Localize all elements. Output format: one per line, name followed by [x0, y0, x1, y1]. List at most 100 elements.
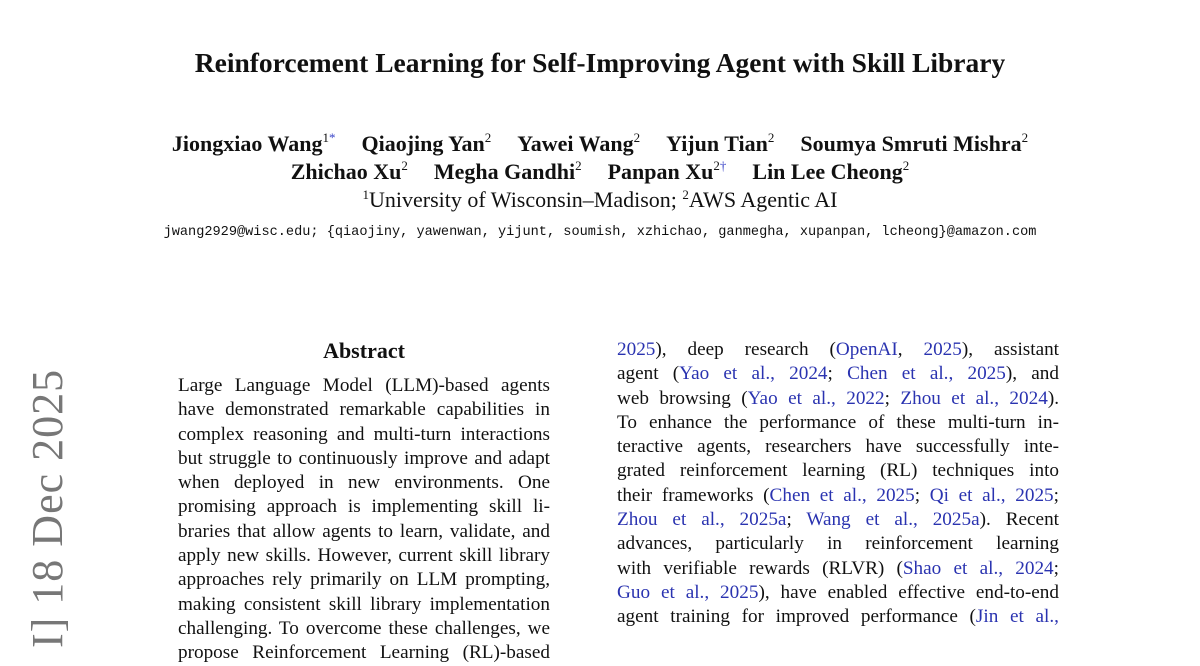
text-span: with verifiable rewards (RLVR) (: [617, 557, 903, 579]
text-line: Zhou et al., 2025a; Wang et al., 2025a).…: [617, 508, 1059, 532]
affiliation-marker: 2: [1021, 130, 1029, 145]
text-span: ). Recent: [979, 509, 1059, 531]
text-span: ), assistant: [961, 339, 1060, 360]
text-span: challenging. To overcome these challenge…: [178, 617, 550, 639]
text-line: but struggle to continuously improve and…: [178, 447, 550, 471]
text-line: To enhance the performance of these mult…: [617, 411, 1059, 435]
author-note-marker[interactable]: †: [719, 158, 727, 173]
text-span: making consistent skill library implemen…: [178, 593, 550, 615]
text-span: approaches rely primarily on LLM prompti…: [178, 569, 550, 591]
affiliation-1: University of Wisconsin–Madison;: [369, 187, 683, 212]
author-list-row-1: Jiongxiao Wang1* Qiaojing Yan2 Yawei Wang2…: [0, 130, 1200, 157]
text-line: apply new skills. However, current skill…: [178, 544, 550, 568]
arxiv-stamp: I] 18 Dec 2025: [23, 368, 72, 648]
author-emails: jwang2929@wisc.edu; {qiaojiny, yawenwan,…: [163, 225, 1037, 240]
affiliation-marker: 2: [401, 158, 408, 173]
text-line: when deployed in new environments. One: [178, 471, 550, 495]
text-span: ;: [1053, 557, 1059, 579]
citation-link[interactable]: Zhou et al., 2024: [900, 387, 1048, 409]
paper-title: Reinforcement Learning for Self-Improvin…: [194, 47, 1006, 78]
affiliation-2: AWS Agentic AI: [688, 187, 838, 212]
text-span: have demonstrated remarkable capabilitie…: [178, 399, 550, 421]
text-line: complex reasoning and multi-turn interac…: [178, 423, 550, 447]
affiliation-marker: 2: [767, 130, 775, 145]
text-line: their frameworks (Chen et al., 2025; Qi …: [617, 484, 1059, 508]
text-line: Large Language Model (LLM)-based agents: [178, 374, 550, 398]
abstract-heading: Abstract: [323, 338, 405, 363]
text-line: Guo et al., 2025), have enabled effectiv…: [617, 581, 1059, 605]
affiliation-marker: 1: [322, 130, 330, 145]
text-line: with verifiable rewards (RLVR) (Shao et …: [617, 557, 1059, 581]
affiliation-marker: 2: [682, 187, 689, 202]
text-span: braries that allow agents to learn, vali…: [178, 520, 550, 542]
text-span: ).: [1047, 387, 1059, 409]
text-span: ), have enabled effective end-to-end: [758, 581, 1059, 603]
text-span: web browsing (: [617, 387, 748, 409]
affiliation-marker: 2: [902, 158, 910, 173]
author-name: Zhichao Xu: [290, 159, 402, 184]
text-span: but struggle to continuously improve and…: [178, 447, 550, 469]
author-list-row-2: Zhichao Xu2 Megha Gandhi2 Panpan Xu2† Lin L…: [0, 158, 1200, 185]
text-span: ,: [897, 339, 924, 360]
text-span: promising approach is implementing skill…: [178, 496, 550, 518]
citation-link[interactable]: Wang et al., 2025a: [806, 509, 980, 531]
citation-link[interactable]: Jin et al.,: [975, 606, 1059, 628]
citation-link[interactable]: 2025: [617, 339, 656, 360]
citation-link[interactable]: Zhou et al., 2025a: [617, 509, 787, 531]
text-line: braries that allow agents to learn, vali…: [178, 520, 550, 544]
text-line: have demonstrated remarkable capabilitie…: [178, 398, 550, 422]
text-line: propose Reinforcement Learning (RL)-base…: [178, 641, 550, 665]
author-name: Yawei Wang: [517, 131, 634, 156]
author: Yijun Tian2: [666, 130, 775, 156]
citation-link[interactable]: Chen et al., 2025: [769, 484, 915, 506]
text-span: agent training for improved performance …: [617, 606, 976, 628]
text-span: To enhance the performance of these mult…: [617, 411, 1059, 433]
text-span: ;: [884, 387, 901, 409]
text-span: complex reasoning and multi-turn interac…: [178, 423, 550, 445]
text-span: Large Language Model (LLM)-based agents: [178, 375, 550, 396]
affiliations: 1University of Wisconsin–Madison; 2AWS A…: [0, 187, 1200, 213]
citation-link[interactable]: Yao et al., 2024: [679, 363, 828, 385]
text-line: promising approach is implementing skill…: [178, 495, 550, 519]
citation-link[interactable]: Yao et al., 2022: [747, 387, 885, 409]
text-span: advances, particularly in reinforcement …: [617, 533, 1059, 555]
affiliation-marker: 2: [484, 130, 492, 145]
text-line: teractive agents, researchers have succe…: [617, 435, 1059, 459]
author-name: Megha Gandhi: [433, 159, 576, 184]
text-span: ;: [786, 509, 807, 531]
citation-link[interactable]: Guo et al., 2025: [617, 581, 759, 603]
author: Panpan Xu2†: [607, 158, 727, 184]
author-name: Soumya Smruti Mishra: [800, 131, 1022, 156]
text-span: teractive agents, researchers have succe…: [617, 436, 1059, 458]
introduction-body: 2025), deep research (OpenAI, 2025), ass…: [617, 338, 1059, 630]
citation-link[interactable]: Qi et al., 2025: [929, 484, 1054, 506]
text-span: grated reinforcement learning (RL) techn…: [617, 460, 1059, 482]
text-span: ;: [914, 484, 930, 506]
abstract-body: Large Language Model (LLM)-based agents h…: [178, 374, 550, 666]
text-span: propose Reinforcement Learning (RL)-base…: [178, 642, 550, 664]
author-note-marker[interactable]: *: [329, 130, 336, 145]
affiliation-marker: 1: [362, 187, 370, 202]
citation-link[interactable]: 2025: [923, 339, 962, 360]
author: Zhichao Xu2: [290, 158, 408, 184]
citation-link[interactable]: Shao et al., 2024: [902, 557, 1054, 579]
author: Lin Lee Cheong2: [752, 158, 910, 184]
text-span: their frameworks (: [617, 484, 770, 506]
text-span: ;: [827, 363, 848, 385]
text-span: agent (: [617, 363, 680, 385]
citation-link[interactable]: OpenAI: [835, 339, 898, 360]
citation-link[interactable]: Chen et al., 2025: [847, 363, 1006, 385]
author-name: Lin Lee Cheong: [752, 159, 903, 184]
author-name: Panpan Xu: [607, 159, 714, 184]
text-line: challenging. To overcome these challenge…: [178, 617, 550, 641]
affiliation-marker: 2: [575, 158, 582, 173]
affiliation-marker: 2: [633, 130, 641, 145]
author-name: Qiaojing Yan: [361, 131, 485, 156]
text-line: agent (Yao et al., 2024; Chen et al., 20…: [617, 362, 1059, 386]
author: Qiaojing Yan2: [361, 130, 492, 156]
text-span: when deployed in new environments. One: [178, 472, 550, 494]
text-span: ;: [1053, 484, 1059, 506]
text-line: agent training for improved performance …: [617, 605, 1059, 629]
author: Jiongxiao Wang1*: [172, 130, 336, 156]
text-line: advances, particularly in reinforcement …: [617, 532, 1059, 556]
